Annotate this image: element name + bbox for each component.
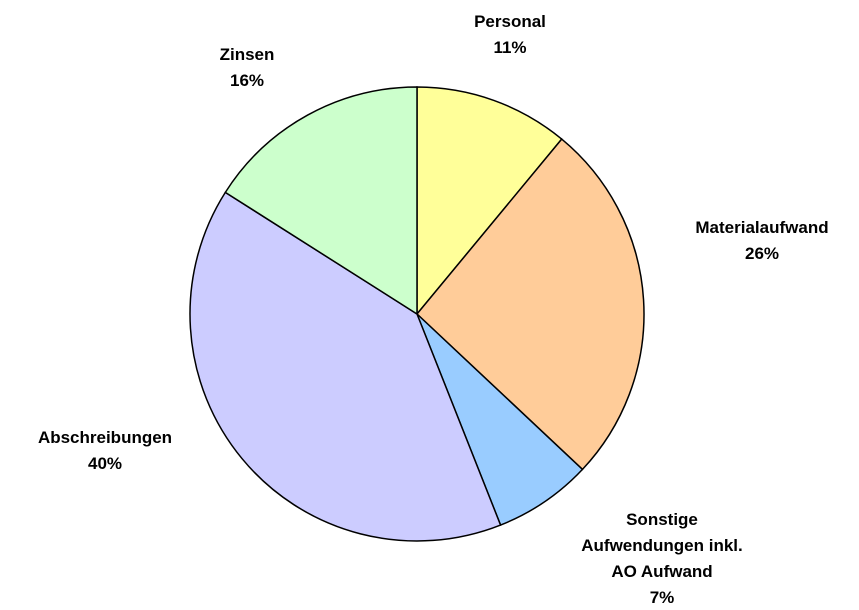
value-label: 11% bbox=[493, 38, 527, 57]
pie-slice bbox=[415, 138, 645, 471]
pie-slice bbox=[224, 86, 418, 316]
slice-label: Zinsen 16% bbox=[187, 42, 307, 94]
pie-slice bbox=[416, 86, 563, 317]
slice-label: Personal 11% bbox=[430, 9, 590, 61]
slice-label: Materialaufwand 26% bbox=[662, 215, 859, 267]
value-label: 16% bbox=[229, 71, 265, 90]
category-label: Materialaufwand bbox=[695, 218, 829, 237]
category-label: Zinsen bbox=[219, 45, 275, 64]
value-label: 40% bbox=[87, 454, 123, 473]
category-label: Sonstige Aufwendungen inkl. AO Aufwand bbox=[581, 510, 743, 581]
slice-label: Sonstige Aufwendungen inkl. AO Aufwand 7% bbox=[572, 507, 752, 610]
value-label: 26% bbox=[744, 244, 780, 263]
category-label: Personal bbox=[474, 12, 546, 31]
category-label: Abschreibungen bbox=[37, 428, 173, 447]
pie-slice bbox=[189, 191, 502, 542]
value-label: 7% bbox=[649, 588, 675, 607]
slice-label: Abschreibungen 40% bbox=[5, 425, 205, 477]
